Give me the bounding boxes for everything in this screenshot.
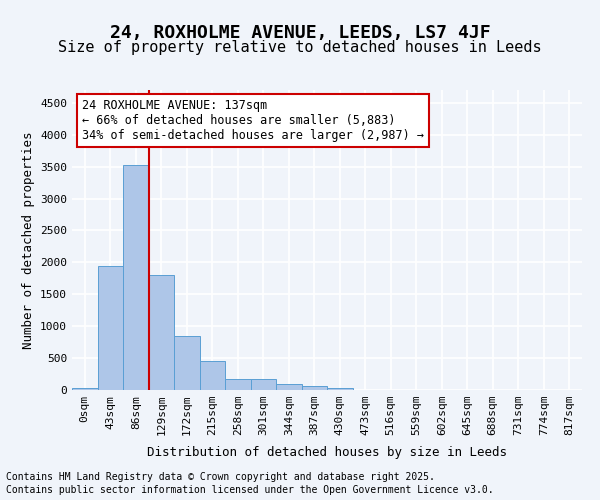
Bar bbox=[225, 379, 251, 390]
Bar bbox=[199, 362, 225, 390]
Text: Size of property relative to detached houses in Leeds: Size of property relative to detached ho… bbox=[58, 40, 542, 55]
Bar bbox=[251, 380, 276, 390]
X-axis label: Distribution of detached houses by size in Leeds: Distribution of detached houses by size … bbox=[147, 446, 507, 460]
Bar bbox=[123, 166, 149, 390]
Text: Contains public sector information licensed under the Open Government Licence v3: Contains public sector information licen… bbox=[6, 485, 494, 495]
Bar bbox=[149, 275, 174, 390]
Bar bbox=[72, 388, 97, 390]
Text: 24 ROXHOLME AVENUE: 137sqm
← 66% of detached houses are smaller (5,883)
34% of s: 24 ROXHOLME AVENUE: 137sqm ← 66% of deta… bbox=[82, 99, 424, 142]
Bar bbox=[276, 384, 302, 390]
Text: Contains HM Land Registry data © Crown copyright and database right 2025.: Contains HM Land Registry data © Crown c… bbox=[6, 472, 435, 482]
Y-axis label: Number of detached properties: Number of detached properties bbox=[22, 131, 35, 349]
Bar bbox=[302, 386, 327, 390]
Bar bbox=[174, 336, 199, 390]
Bar bbox=[327, 388, 353, 390]
Bar bbox=[97, 266, 123, 390]
Text: 24, ROXHOLME AVENUE, LEEDS, LS7 4JF: 24, ROXHOLME AVENUE, LEEDS, LS7 4JF bbox=[110, 24, 490, 42]
